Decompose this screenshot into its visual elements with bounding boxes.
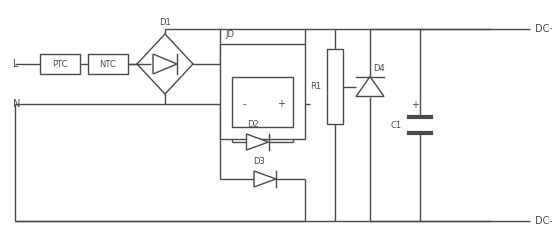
Polygon shape [247, 134, 268, 150]
Text: +: + [277, 99, 285, 109]
Bar [232, 77, 293, 127]
Polygon shape [356, 76, 384, 97]
Bar [40, 54, 80, 74]
Text: DC+: DC+ [535, 24, 552, 34]
Text: DC-: DC- [535, 216, 552, 226]
Text: D4: D4 [373, 64, 385, 73]
Polygon shape [254, 171, 276, 187]
Text: R1: R1 [310, 82, 321, 91]
Bar [220, 44, 305, 139]
Text: -: - [242, 99, 246, 109]
Text: L: L [13, 59, 19, 69]
Bar [88, 54, 128, 74]
Text: D2: D2 [247, 120, 259, 129]
Text: D3: D3 [253, 157, 265, 165]
Text: C1: C1 [391, 120, 402, 130]
Bar [327, 49, 343, 124]
Polygon shape [153, 54, 177, 74]
Text: +: + [411, 100, 419, 110]
Text: NTC: NTC [99, 60, 116, 69]
Text: JD: JD [225, 29, 234, 38]
Text: PTC: PTC [52, 60, 68, 69]
Text: D1: D1 [159, 17, 171, 27]
Text: N: N [13, 99, 20, 109]
